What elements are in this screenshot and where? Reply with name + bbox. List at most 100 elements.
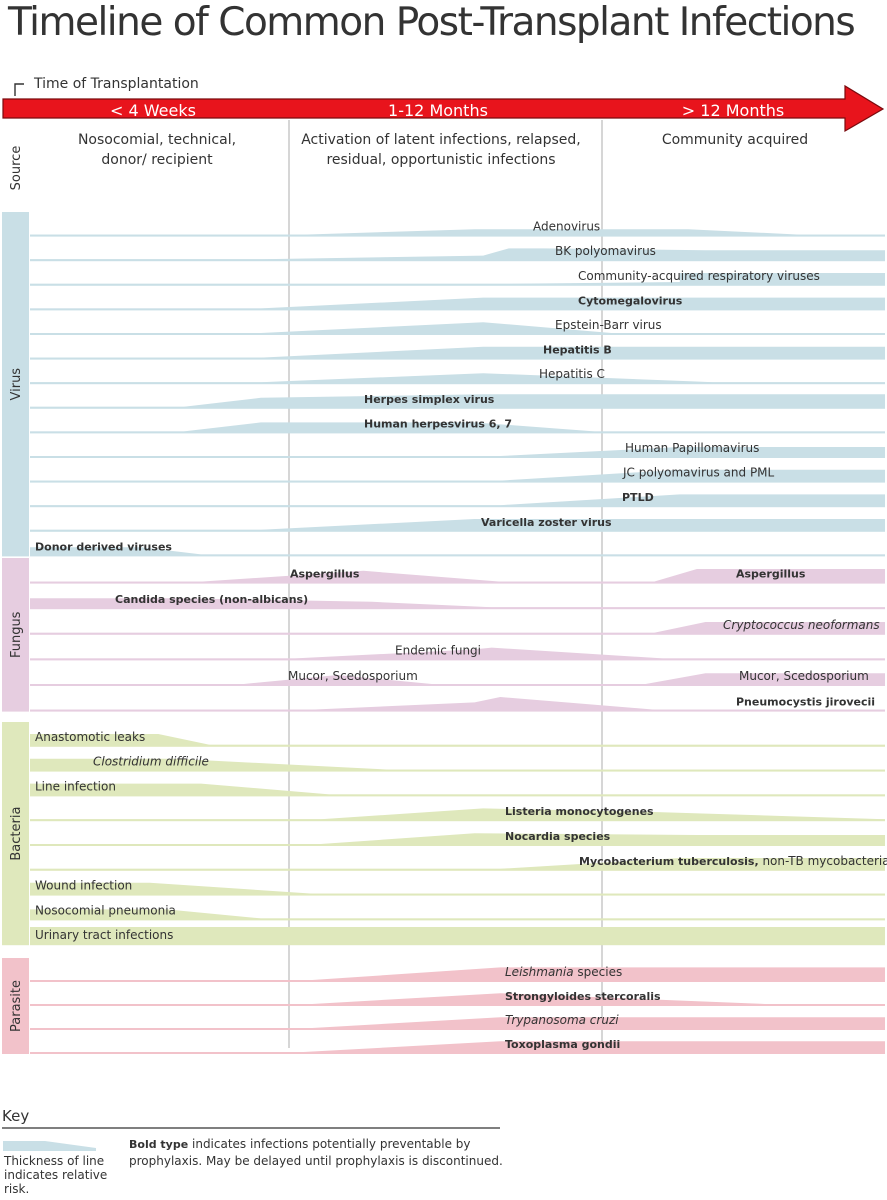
infection-row: Wound infection [30,879,885,896]
infection-label: Listeria monocytogenes [505,805,654,818]
fungus-group: Fungus Aspergillus Aspergillus Candida spec… [2,558,885,712]
infection-row: Line infection [30,779,885,797]
infection-label: Cryptococcus neoformans [723,618,880,632]
risk-profile [30,469,885,482]
infection-row: Anastomotic leaks [30,730,885,747]
infection-row: Epstein-Barr virus [30,318,885,335]
risk-profile [30,858,885,870]
risk-profile [30,993,885,1005]
risk-profile [30,927,885,945]
risk-profile [30,1041,885,1053]
infection-row: Trypanosoma cruzi [30,1013,885,1030]
infection-row: Community-acquired respiratory viruses [30,269,885,286]
risk-profile [30,697,885,711]
infection-row: Cryptococcus neoformans [30,618,885,635]
infection-row: Herpes simplex virus [30,393,885,409]
infection-row: Clostridium difficile [30,755,885,772]
infection-label: Clostridium difficile [93,755,209,769]
risk-profile [30,967,885,981]
source-column-text: Nosocomial, technical, [78,132,236,148]
fungus-group-label: Fungus [9,611,24,658]
infection-row: Aspergillus Aspergillus [30,568,885,584]
infection-label: Cytomegalovirus [578,294,683,307]
risk-profile [30,622,885,634]
infection-label: Endemic fungi [395,643,481,657]
risk-profile [30,447,885,457]
bacteria-group-label: Bacteria [9,807,24,861]
infection-label: Urinary tract infections [35,928,173,942]
infection-label: Aspergillus [736,568,806,581]
infection-label: Herpes simplex virus [364,393,495,406]
infection-row: Varicella zoster virus [30,516,885,532]
infection-row: Hepatitis C [30,367,885,385]
infection-label: Mucor, Scedosporium [288,669,418,683]
infection-row: Mycobacterium tuberculosis, non-TB mycob… [30,854,887,871]
source-row: Source Nosocomial, technical, donor/ recip… [9,132,808,190]
fungus-side-bar [2,558,29,712]
risk-profile [30,882,885,895]
infection-label: BK polyomavirus [555,244,656,258]
timeline-header: Time of Transplantation < 4 Weeks 1-12 Mon… [2,76,885,133]
virus-group-label: Virus [9,368,24,401]
infection-label: Wound infection [35,879,132,893]
risk-profile [30,346,885,359]
page-title: Timeline of Common Post-Transplant Infec… [8,0,856,45]
key-heading: Key [2,1107,29,1125]
parasite-side-bar [2,958,29,1054]
risk-profile [30,297,885,310]
infection-row: Pneumocystis jirovecii [30,696,885,712]
infection-label: Toxoplasma gondii [505,1038,620,1051]
parasite-group-label: Parasite [9,980,24,1032]
bacteria-side-bar [2,722,29,946]
infection-label: Donor derived viruses [35,540,172,553]
risk-profile [30,647,885,660]
key-section: Key Thickness of line indicates relative ri… [2,1107,503,1196]
period-label-1: < 4 Weeks [110,101,196,120]
infection-label: Human herpesvirus 6, 7 [364,417,512,430]
source-label: Source [9,146,24,191]
virus-group: Virus Adenovirus BK polyomavirus Community-… [2,212,885,557]
infection-row: Nocardia species [30,830,885,846]
period-label-2: 1-12 Months [388,101,488,120]
time-marker-label: Time of Transplantation [33,76,199,92]
infection-row: JC polyomavirus and PML [30,466,885,483]
infection-row: Urinary tract infections [30,927,885,946]
risk-profile [30,1017,885,1029]
source-column-text: residual, opportunistic infections [326,152,555,168]
risk-profile [30,373,885,384]
infection-row: Listeria monocytogenes [30,805,885,822]
bacteria-group: Bacteria Anastomotic leaks Clostridium dif… [2,722,887,946]
infection-row: Adenovirus [30,220,885,237]
infection-row: Hepatitis B [30,344,885,360]
infection-row: Leishmania species [30,965,885,982]
risk-profile [30,808,885,821]
infection-row: Cytomegalovirus [30,294,885,311]
infection-label: Line infection [35,779,116,793]
infection-label: Community-acquired respiratory viruses [578,269,820,283]
infection-label: Leishmania species [505,965,622,979]
infection-label: Nocardia species [505,830,611,843]
infection-label: Epstein-Barr virus [555,318,662,332]
infection-row: Human herpesvirus 6, 7 [30,417,885,434]
infection-row: Human Papillomavirus [30,441,885,458]
risk-profile [30,758,885,771]
risk-profile [30,783,885,796]
infection-label: Trypanosoma cruzi [505,1013,619,1027]
infection-label: Pneumocystis jirovecii [736,696,875,709]
infection-row: Mucor, Scedosporium Mucor, Scedosporium [30,669,885,686]
infection-label: Hepatitis B [543,344,612,357]
infection-row: Nosocomial pneumonia [30,903,885,921]
source-column-text: Activation of latent infections, relapse… [301,132,581,148]
infection-label: Mucor, Scedosporium [739,669,869,683]
risk-profile [30,322,885,334]
risk-profile [30,394,885,408]
infection-row: Toxoplasma gondii [30,1038,885,1054]
infection-label: Strongyloides stercoralis [505,990,661,1003]
risk-profile [30,598,885,609]
parasite-group: Parasite Leishmania species Strongyloides … [2,958,885,1054]
infection-row: BK polyomavirus [30,244,885,262]
infection-row: Candida species (non-albicans) [30,593,885,610]
source-column-text: donor/ recipient [101,152,213,168]
infection-label: Adenovirus [533,220,600,234]
infection-label: Mycobacterium tuberculosis, non-TB mycob… [579,854,887,868]
